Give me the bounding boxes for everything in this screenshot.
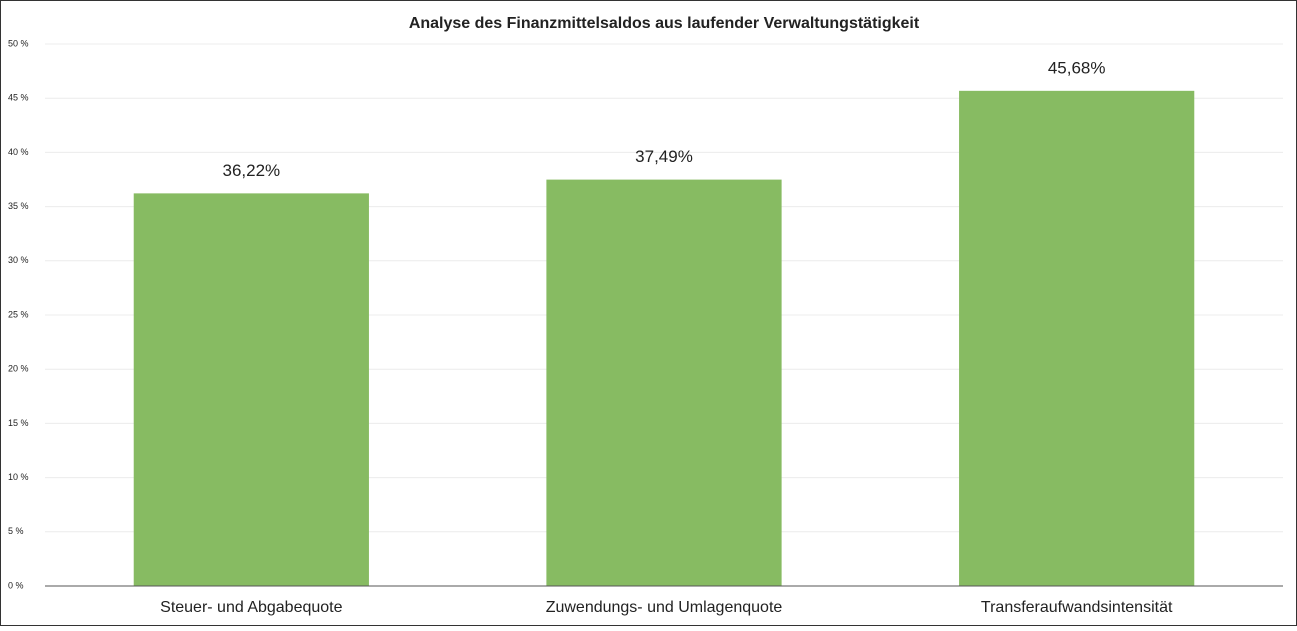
y-tick-label: 50 % [8, 38, 29, 48]
bar [133, 193, 369, 587]
y-tick-label: 20 % [8, 364, 29, 374]
y-tick-label: 40 % [8, 147, 29, 157]
data-label: 45,68% [1048, 58, 1106, 77]
y-tick-label: 15 % [8, 418, 29, 428]
chart-title: Analyse des Finanzmittelsaldos aus laufe… [409, 15, 920, 32]
bar [546, 179, 782, 586]
x-tick-label: Transferaufwandsintensität [981, 599, 1173, 616]
y-tick-label: 45 % [8, 93, 29, 103]
x-tick-label: Zuwendungs- und Umlagenquote [546, 599, 783, 616]
y-tick-label: 10 % [8, 472, 29, 482]
data-label: 37,49% [635, 147, 693, 166]
bar [959, 90, 1195, 586]
x-tick-label: Steuer- und Abgabequote [160, 599, 342, 616]
y-tick-label: 35 % [8, 201, 29, 211]
y-tick-label: 5 % [8, 526, 24, 536]
data-label: 36,22% [222, 161, 280, 180]
y-tick-label: 25 % [8, 309, 29, 319]
y-tick-label: 30 % [8, 255, 29, 265]
y-tick-label: 0 % [8, 580, 24, 590]
